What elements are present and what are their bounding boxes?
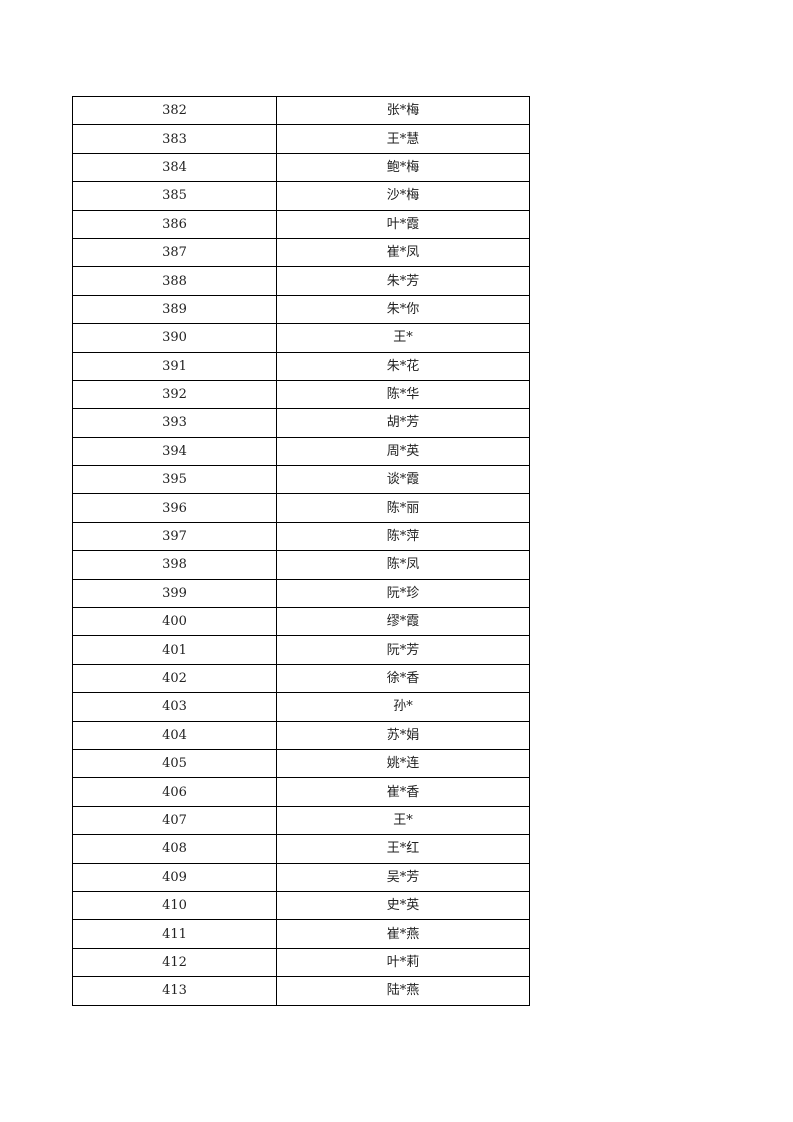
row-number-cell: 411	[72, 919, 277, 949]
name-cell: 王*	[276, 805, 530, 836]
table-row: 399 阮*珍	[72, 578, 530, 609]
name-cell: 崔*凤	[276, 237, 530, 268]
row-number-cell: 412	[72, 947, 277, 978]
table-row: 411 崔*燕	[72, 919, 530, 949]
row-number-cell: 395	[72, 465, 277, 495]
row-number-cell: 382	[72, 95, 277, 126]
name-cell: 阮*芳	[276, 635, 530, 665]
name-cell: 叶*莉	[276, 947, 530, 978]
name-cell: 崔*香	[276, 777, 530, 807]
row-number-cell: 392	[72, 379, 277, 410]
row-number-cell: 397	[72, 521, 277, 552]
name-cell: 胡*芳	[276, 408, 530, 438]
row-number-cell: 396	[72, 493, 277, 523]
name-cell: 姚*连	[276, 748, 530, 779]
name-cell: 朱*芳	[276, 266, 530, 296]
table-row: 395 谈*霞	[72, 465, 530, 495]
name-cell: 孙*	[276, 692, 530, 722]
row-number-cell: 404	[72, 720, 277, 750]
name-cell: 王*慧	[276, 124, 530, 154]
name-cell: 王*红	[276, 834, 530, 864]
name-cell: 王*	[276, 323, 530, 353]
row-number-cell: 386	[72, 209, 277, 239]
name-cell: 陈*华	[276, 379, 530, 410]
table-row: 405 姚*连	[72, 748, 530, 779]
table-row: 392 陈*华	[72, 379, 530, 410]
table-row: 398 陈*凤	[72, 550, 530, 580]
row-number-cell: 391	[72, 351, 277, 381]
name-list-table: 382 张*梅 383 王*慧 384 鲍*梅 385 沙*梅 386 叶*霞 387 崔*凤 388 朱…	[72, 95, 530, 1006]
name-cell: 史*英	[276, 890, 530, 921]
table-row: 391 朱*花	[72, 351, 530, 381]
row-number-cell: 406	[72, 777, 277, 807]
table-row: 387 崔*凤	[72, 237, 530, 268]
row-number-cell: 399	[72, 578, 277, 609]
table-row: 386 叶*霞	[72, 209, 530, 239]
row-number-cell: 409	[72, 862, 277, 892]
table-row: 408 王*红	[72, 834, 530, 864]
table-row: 385 沙*梅	[72, 181, 530, 211]
table-row: 409 吴*芳	[72, 862, 530, 892]
row-number-cell: 408	[72, 834, 277, 864]
name-cell: 谈*霞	[276, 465, 530, 495]
row-number-cell: 400	[72, 607, 277, 637]
table-row: 397 陈*萍	[72, 521, 530, 552]
table-row: 384 鲍*梅	[72, 152, 530, 183]
name-cell: 陆*燕	[276, 976, 530, 1006]
table-row: 400 缪*霞	[72, 607, 530, 637]
name-cell: 沙*梅	[276, 181, 530, 211]
row-number-cell: 384	[72, 152, 277, 183]
table-row: 389 朱*你	[72, 294, 530, 325]
name-cell: 鲍*梅	[276, 152, 530, 183]
row-number-cell: 402	[72, 663, 277, 694]
row-number-cell: 390	[72, 323, 277, 353]
table-row: 394 周*英	[72, 436, 530, 467]
table-row: 382 张*梅	[72, 95, 530, 126]
table-row: 413 陆*燕	[72, 976, 530, 1006]
row-number-cell: 383	[72, 124, 277, 154]
name-cell: 苏*娟	[276, 720, 530, 750]
name-cell: 周*英	[276, 436, 530, 467]
table-row: 406 崔*香	[72, 777, 530, 807]
row-number-cell: 389	[72, 294, 277, 325]
table-row: 401 阮*芳	[72, 635, 530, 665]
table-body: 382 张*梅 383 王*慧 384 鲍*梅 385 沙*梅 386 叶*霞 387 崔*凤 388 朱…	[72, 95, 530, 1006]
row-number-cell: 407	[72, 805, 277, 836]
table-row: 396 陈*丽	[72, 493, 530, 523]
table-row: 410 史*英	[72, 890, 530, 921]
table-row: 402 徐*香	[72, 663, 530, 694]
row-number-cell: 401	[72, 635, 277, 665]
row-number-cell: 387	[72, 237, 277, 268]
row-number-cell: 403	[72, 692, 277, 722]
table-row: 404 苏*娟	[72, 720, 530, 750]
row-number-cell: 388	[72, 266, 277, 296]
table-row: 388 朱*芳	[72, 266, 530, 296]
row-number-cell: 385	[72, 181, 277, 211]
row-number-cell: 393	[72, 408, 277, 438]
name-cell: 陈*凤	[276, 550, 530, 580]
row-number-cell: 405	[72, 748, 277, 779]
name-cell: 张*梅	[276, 95, 530, 126]
row-number-cell: 394	[72, 436, 277, 467]
row-number-cell: 413	[72, 976, 277, 1006]
name-cell: 朱*你	[276, 294, 530, 325]
name-cell: 陈*丽	[276, 493, 530, 523]
name-cell: 崔*燕	[276, 919, 530, 949]
table-row: 407 王*	[72, 805, 530, 836]
table-row: 390 王*	[72, 323, 530, 353]
name-cell: 陈*萍	[276, 521, 530, 552]
row-number-cell: 398	[72, 550, 277, 580]
name-cell: 缪*霞	[276, 607, 530, 637]
row-number-cell: 410	[72, 890, 277, 921]
table-row: 412 叶*莉	[72, 947, 530, 978]
table-row: 393 胡*芳	[72, 408, 530, 438]
name-cell: 朱*花	[276, 351, 530, 381]
name-cell: 阮*珍	[276, 578, 530, 609]
name-cell: 叶*霞	[276, 209, 530, 239]
table-row: 383 王*慧	[72, 124, 530, 154]
name-cell: 吴*芳	[276, 862, 530, 892]
name-cell: 徐*香	[276, 663, 530, 694]
table-row: 403 孙*	[72, 692, 530, 722]
